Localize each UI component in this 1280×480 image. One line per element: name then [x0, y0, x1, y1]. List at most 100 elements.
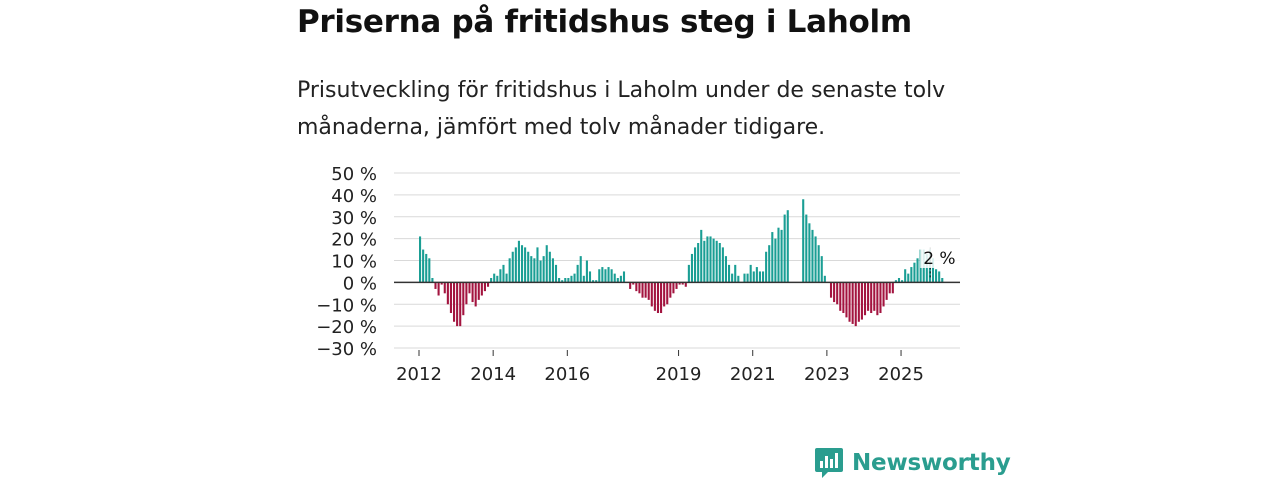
- annotation-label: 2 %: [923, 249, 955, 269]
- bar: [675, 282, 678, 289]
- x-tick-label: 2014: [470, 364, 516, 385]
- bar: [536, 247, 539, 283]
- grid-lines: [394, 172, 960, 349]
- bar: [860, 282, 863, 320]
- bar: [539, 260, 542, 283]
- bar: [894, 280, 897, 283]
- bar: [783, 214, 786, 283]
- bar: [520, 245, 524, 283]
- bar: [836, 282, 839, 305]
- bar: [768, 245, 771, 283]
- brand-name: Newsworthy: [852, 450, 1011, 476]
- bar: [619, 275, 622, 283]
- bar: [483, 282, 486, 292]
- bar: [601, 267, 604, 283]
- x-axis: 2012 2014 2016 2019 2021 2023 2025: [396, 350, 924, 385]
- bar: [777, 227, 780, 283]
- bar: [660, 282, 663, 314]
- bar: [545, 245, 548, 283]
- bar: [663, 282, 666, 307]
- bar: [833, 282, 836, 303]
- bar: [690, 253, 694, 283]
- bar: [456, 282, 459, 327]
- bar: [425, 253, 428, 283]
- bar: [842, 282, 845, 314]
- bar: [419, 236, 422, 283]
- bar: [712, 238, 715, 283]
- y-tick-label: 50 %: [331, 164, 377, 185]
- bar: [870, 282, 873, 314]
- bar: [882, 282, 885, 307]
- x-tick-label: 2012: [396, 364, 442, 385]
- bar: [505, 273, 508, 283]
- bar: [709, 236, 712, 283]
- bar: [771, 232, 774, 283]
- bar: [632, 282, 635, 285]
- bar: [697, 243, 700, 283]
- bar: [635, 282, 638, 292]
- x-tick-label: 2021: [730, 364, 776, 385]
- bar: [814, 236, 817, 283]
- bar: [650, 282, 653, 307]
- bar: [839, 282, 842, 311]
- x-tick-label: 2023: [804, 364, 850, 385]
- bar: [873, 282, 876, 311]
- bar: [449, 282, 452, 314]
- bar: [684, 282, 687, 287]
- bar: [935, 269, 938, 283]
- y-axis: 50 %40 %30 %20 %10 %0 %−10 %−20 %−30 %: [316, 164, 377, 360]
- bar: [687, 264, 690, 283]
- bar: [681, 282, 684, 285]
- y-tick-label: 30 %: [331, 208, 377, 229]
- bar: [616, 278, 619, 283]
- bar: [845, 282, 848, 318]
- newsworthy-logo[interactable]: Newsworthy: [814, 446, 1011, 480]
- bar: [913, 262, 916, 283]
- bar: [857, 282, 860, 322]
- bar: [490, 278, 493, 283]
- bar: [486, 282, 490, 287]
- bar: [595, 280, 598, 283]
- bar: [440, 282, 443, 285]
- chart-title: Priserna på fritidshus steg i Laholm: [297, 4, 912, 40]
- bar: [746, 273, 749, 283]
- bar: [901, 280, 904, 283]
- annotation-bg: [920, 246, 965, 268]
- bar: [802, 199, 805, 283]
- bar: [428, 258, 431, 283]
- bar: [511, 251, 514, 283]
- bar: [743, 273, 746, 283]
- bar: [916, 258, 919, 283]
- bar: [459, 282, 462, 327]
- bar: [588, 271, 592, 283]
- y-tick-label: −20 %: [316, 317, 377, 338]
- bar: [876, 282, 879, 316]
- bar: [647, 282, 650, 300]
- bar: [452, 282, 456, 322]
- bar: [585, 260, 588, 283]
- bar: [629, 282, 632, 289]
- bar: [561, 280, 564, 283]
- bar: [431, 278, 434, 283]
- y-tick-label: 0 %: [343, 273, 377, 294]
- bar: [885, 282, 888, 300]
- bar: [527, 251, 530, 283]
- bar: [851, 282, 854, 324]
- bar: [854, 282, 857, 327]
- bars: [419, 199, 944, 327]
- bar: [514, 247, 517, 283]
- y-tick-label: 10 %: [331, 252, 377, 273]
- bar: [641, 282, 644, 298]
- bar: [592, 280, 595, 283]
- y-tick-label: 40 %: [331, 186, 377, 207]
- bar: [904, 269, 907, 283]
- bar: [530, 256, 533, 283]
- bar: [774, 238, 777, 283]
- bar: [805, 214, 808, 283]
- bar: [910, 267, 913, 283]
- bar: [604, 269, 607, 283]
- annotation: 2 %: [920, 246, 965, 278]
- bar: [820, 256, 823, 283]
- bar: [422, 249, 425, 283]
